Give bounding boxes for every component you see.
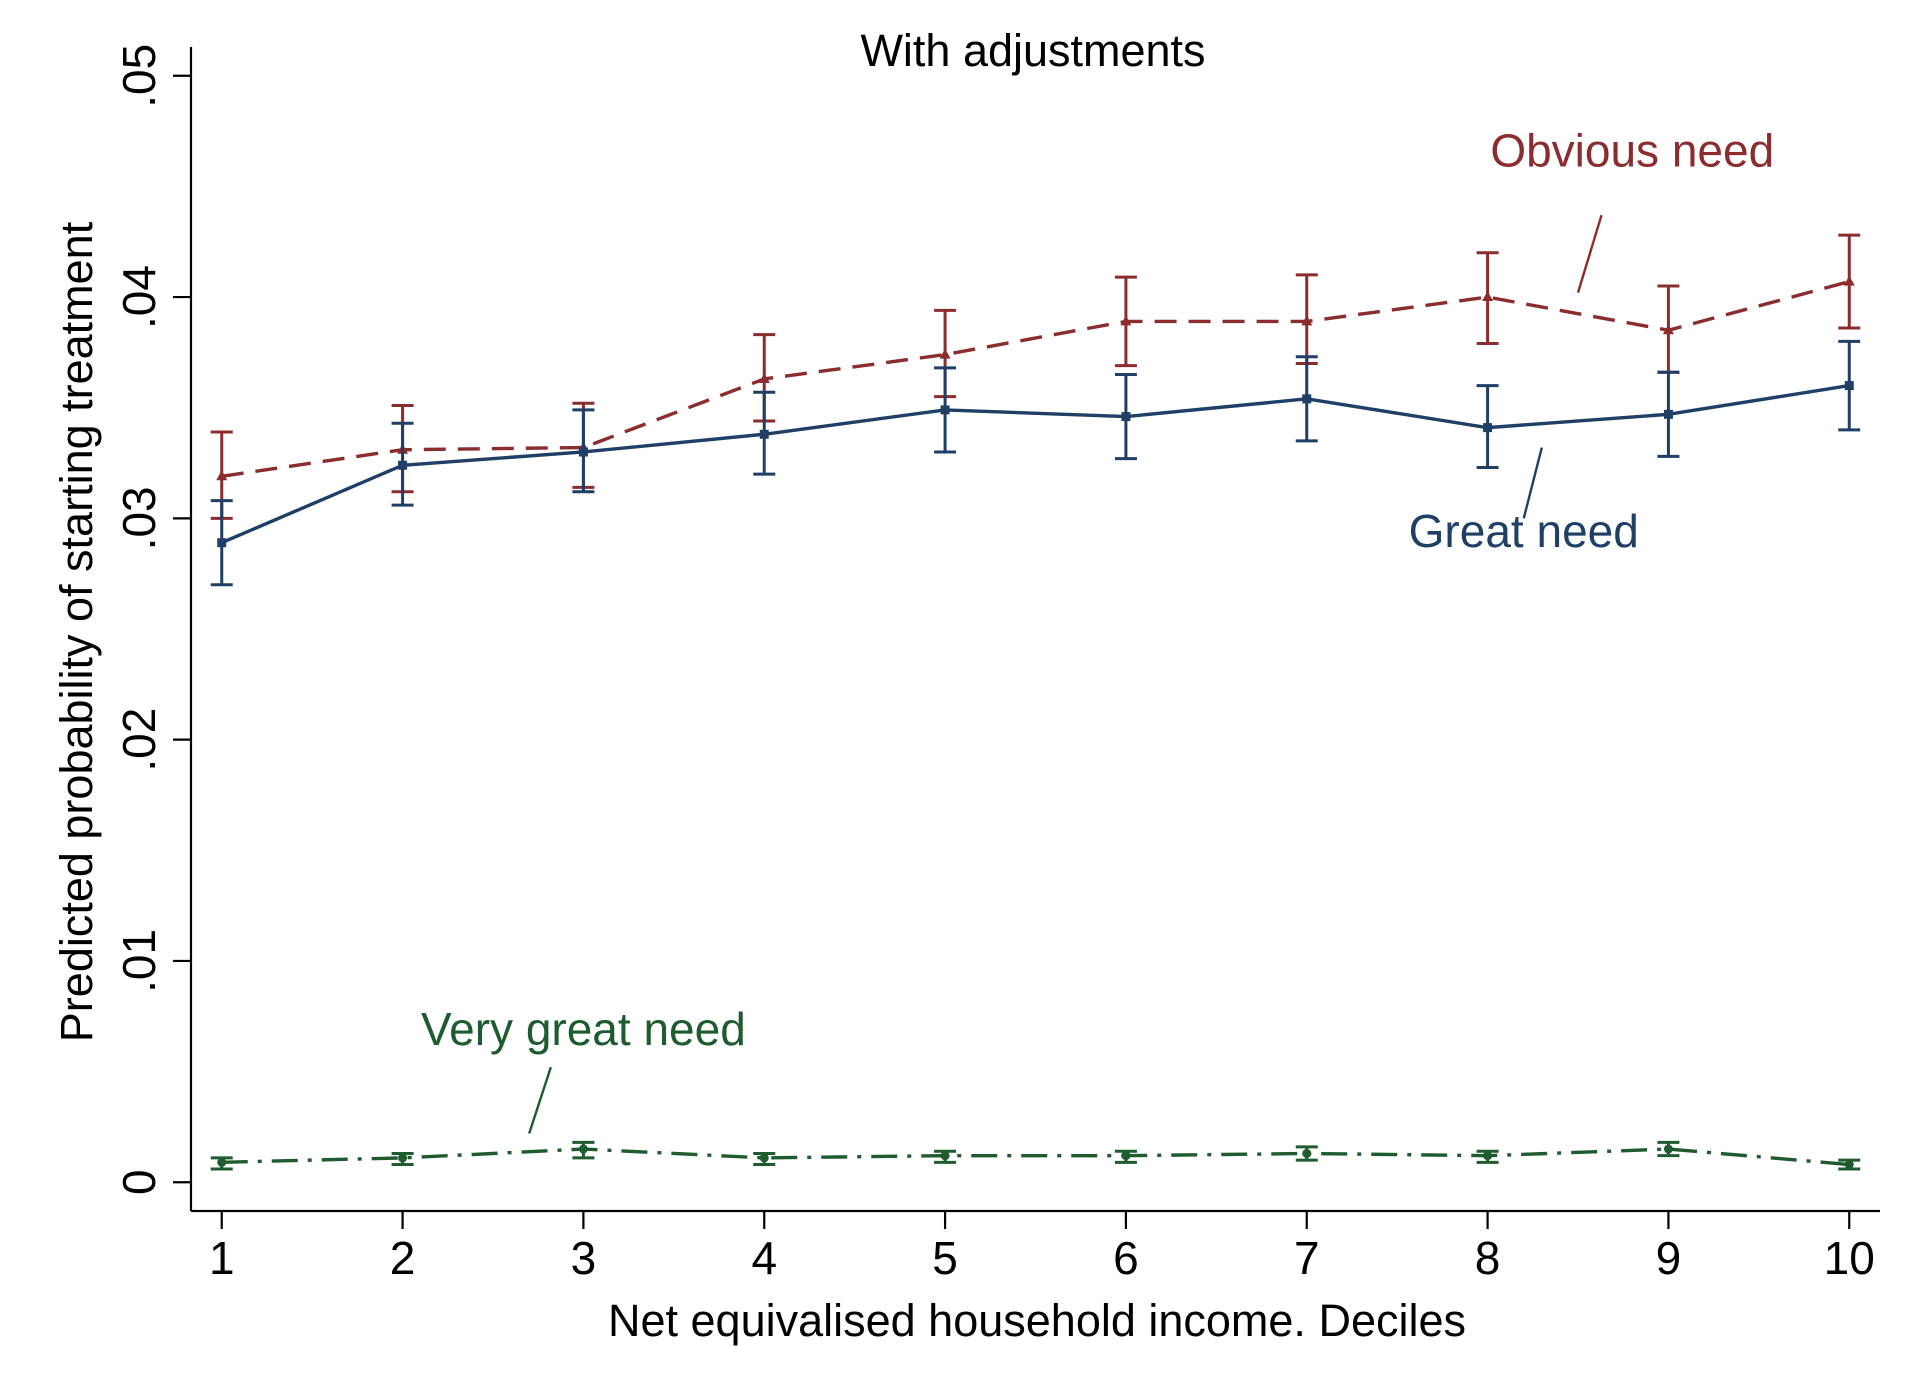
x-tick-label: 9 [1656, 1232, 1682, 1284]
data-point [216, 470, 228, 481]
data-point [759, 1153, 769, 1163]
data-point [1121, 1151, 1131, 1161]
series-label-obvious-need: Obvious need [1490, 124, 1774, 176]
data-point [1302, 1148, 1312, 1158]
x-tick-label: 2 [390, 1232, 416, 1284]
x-tick-label: 8 [1475, 1232, 1501, 1284]
x-tick-label: 6 [1113, 1232, 1139, 1284]
data-point [398, 1153, 408, 1163]
y-tick-label: 0 [113, 1169, 165, 1195]
data-point [578, 1144, 588, 1154]
data-point [759, 429, 769, 439]
data-point [1483, 1151, 1493, 1161]
series-label-great-need: Great need [1409, 505, 1639, 557]
data-point [940, 405, 950, 415]
x-tick-label: 7 [1294, 1232, 1320, 1284]
y-axis-title: Predicted probability of starting treatm… [51, 221, 102, 1042]
data-point [217, 538, 227, 548]
data-point [1844, 381, 1854, 391]
data-point [758, 372, 770, 383]
series-great-need [210, 339, 1861, 587]
series-obvious-need [210, 233, 1861, 520]
annotation-layer: Obvious need Great need Very great need [421, 124, 1774, 1134]
y-tick-label: .02 [113, 708, 165, 772]
x-tick-label: 10 [1824, 1232, 1875, 1284]
x-tick-label: 5 [932, 1232, 958, 1284]
x-tick-label: 1 [209, 1232, 235, 1284]
data-point [1663, 1144, 1673, 1154]
axes: 0 .01 .02 .03 .04 .05 1 2 3 4 5 6 7 8 9 10 [113, 44, 1880, 1284]
series-very-great-need [210, 1140, 1861, 1171]
data-point [1482, 291, 1494, 302]
series-line [221, 383, 1850, 545]
data-point [940, 1151, 950, 1161]
data-point [1302, 394, 1312, 404]
chart-title: With adjustments [860, 25, 1205, 76]
y-tick-label: .01 [113, 929, 165, 993]
series-line [221, 1147, 1850, 1167]
label-pointer-very-great-need [528, 1066, 553, 1134]
y-tick-label: .03 [113, 486, 165, 550]
x-tick-label: 4 [751, 1232, 777, 1284]
data-point [1483, 423, 1493, 433]
data-point [217, 1157, 227, 1167]
label-pointer-obvious-need [1576, 214, 1603, 293]
data-point [1120, 315, 1132, 326]
series-layer [210, 233, 1861, 1171]
data-point [1662, 324, 1674, 335]
data-point [1663, 409, 1673, 419]
data-point [578, 447, 588, 457]
data-point [1301, 315, 1313, 326]
y-tick-label: .05 [113, 44, 165, 108]
x-axis-title: Net equivalised household income. Decile… [608, 1295, 1466, 1346]
label-pointer-great-need [1522, 447, 1544, 519]
data-point [398, 460, 408, 470]
x-tick-label: 3 [571, 1232, 597, 1284]
data-point [1843, 275, 1855, 286]
y-tick-label: .04 [113, 265, 165, 329]
data-point [939, 348, 951, 359]
data-point [1121, 412, 1131, 422]
series-line [221, 279, 1850, 478]
data-point [1844, 1160, 1854, 1170]
series-label-very-great-need: Very great need [421, 1003, 746, 1055]
